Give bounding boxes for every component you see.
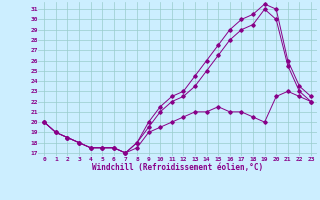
X-axis label: Windchill (Refroidissement éolien,°C): Windchill (Refroidissement éolien,°C)	[92, 163, 263, 172]
